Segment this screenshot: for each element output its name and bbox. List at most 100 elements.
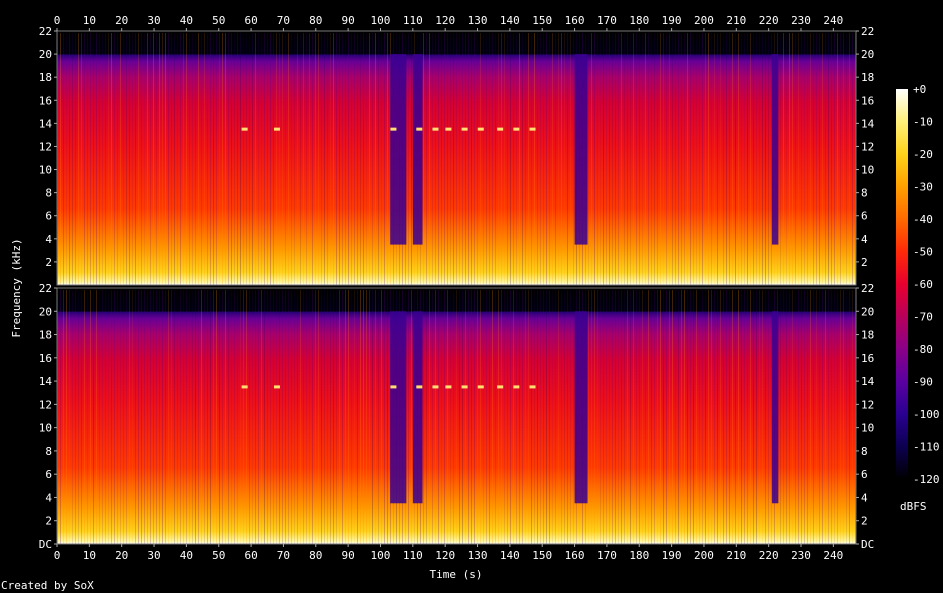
tonal-event [390,127,397,131]
y-axis-label: Frequency (kHz) [10,238,23,337]
quiet-section [390,311,407,504]
y-tick-label-right: 4 [861,233,868,246]
y-tick-label-right: 16 [861,352,874,365]
x-tick-label: 200 [694,549,714,562]
quiet-section [412,54,423,245]
y-tick-label: 18 [39,71,52,84]
y-tick-label: 2 [45,256,52,269]
y-tick-label: 10 [39,422,52,435]
colorbar-tick-label: -10 [913,116,933,129]
colorbar-tick-label: -100 [913,408,940,421]
x-tick-label-top: 70 [277,14,290,27]
tonal-event [513,385,520,389]
y-tick-label: 6 [45,210,52,223]
y-tick-label-right: 10 [861,422,874,435]
y-tick-label-right: DC [861,538,874,551]
x-tick-label-top: 160 [565,14,585,27]
x-tick-label: 140 [500,549,520,562]
channel-panel [56,30,857,286]
y-tick-label-right: 12 [861,398,874,411]
x-tick-label: 150 [532,549,552,562]
x-tick-label-top: 0 [54,14,61,27]
x-tick-label: 0 [54,549,61,562]
y-tick-label-right: 14 [861,375,875,388]
x-tick-label-top: 230 [791,14,811,27]
x-tick-label: 220 [759,549,779,562]
x-tick-label: 100 [371,549,391,562]
colorbar-tick-label: -70 [913,311,933,324]
y-tick-label: 8 [45,445,52,458]
x-tick-label: 210 [726,549,746,562]
y-tick-label: 6 [45,468,52,481]
y-tick-label: 16 [39,352,52,365]
colorbar-tick-label: -90 [913,376,933,389]
x-tick-label-top: 170 [597,14,617,27]
x-tick-label-top: 140 [500,14,520,27]
y-tick-label-right: 2 [861,515,868,528]
x-tick-label-top: 240 [823,14,843,27]
y-tick-label: 8 [45,187,52,200]
y-tick-label: 14 [39,117,53,130]
x-tick-label: 20 [115,549,128,562]
x-tick-label-top: 60 [244,14,257,27]
y-tick-label: 18 [39,329,52,342]
tonal-event [273,127,280,131]
y-tick-label: 20 [39,48,52,61]
x-tick-label-top: 20 [115,14,128,27]
x-tick-label-top: 220 [759,14,779,27]
y-tick-label-right: 14 [861,117,875,130]
x-tick-label-top: 180 [629,14,649,27]
channel-panel [56,287,857,545]
x-tick-label-top: 150 [532,14,552,27]
quiet-section [574,54,588,245]
x-tick-label-top: 110 [403,14,423,27]
x-tick-label: 190 [662,549,682,562]
channel-panels [56,30,857,545]
colorbar-tick-label: -30 [913,181,933,194]
x-tick-label-top: 50 [212,14,225,27]
x-tick-label-top: 80 [309,14,322,27]
y-tick-label-right: 12 [861,140,874,153]
tonal-event [529,385,536,389]
y-tick-label: DC [39,538,52,551]
y-tick-label-right: 8 [861,445,868,458]
y-tick-label-right: 2 [861,256,868,269]
x-tick-label-top: 100 [371,14,391,27]
colorbar-tick-label: -60 [913,278,933,291]
panel-frame [56,287,857,545]
colorbar-tick-label: -80 [913,343,933,356]
colorbar-tick-label: -110 [913,441,940,454]
x-tick-label: 60 [244,549,257,562]
y-tick-label: 2 [45,515,52,528]
spectrogram-texture [57,290,856,544]
tonal-event [445,385,452,389]
y-tick-label-right: 22 [861,282,874,295]
colorbar-tick-label: +0 [913,83,926,96]
y-tick-label: 20 [39,305,52,318]
colorbar: +0 -10 -20 -30 -40 -50 -60 -70 -80 -90 -100 -110 -12… [896,83,940,513]
x-tick-label: 180 [629,549,649,562]
tonal-event [432,127,439,131]
colorbar-tick-label: -120 [913,473,940,486]
y-tick-label-right: 8 [861,187,868,200]
y-tick-label-right: 16 [861,94,874,107]
tonal-event [477,385,484,389]
quiet-section [771,54,779,245]
tonal-event [241,385,248,389]
x-tick-label: 10 [83,549,96,562]
x-tick-label: 70 [277,549,290,562]
y-tick-label: 4 [45,491,52,504]
x-tick-label: 80 [309,549,322,562]
x-tick-label-top: 210 [726,14,746,27]
tonal-event [273,385,280,389]
x-tick-label: 120 [435,549,455,562]
colorbar-tick-label: -40 [913,213,933,226]
quiet-section [412,311,423,504]
tonal-event [416,385,423,389]
y-tick-label: 12 [39,140,52,153]
x-tick-label: 30 [147,549,160,562]
tonal-event [390,385,397,389]
x-tick-label-top: 120 [435,14,455,27]
y-tick-label-right: 20 [861,305,874,318]
